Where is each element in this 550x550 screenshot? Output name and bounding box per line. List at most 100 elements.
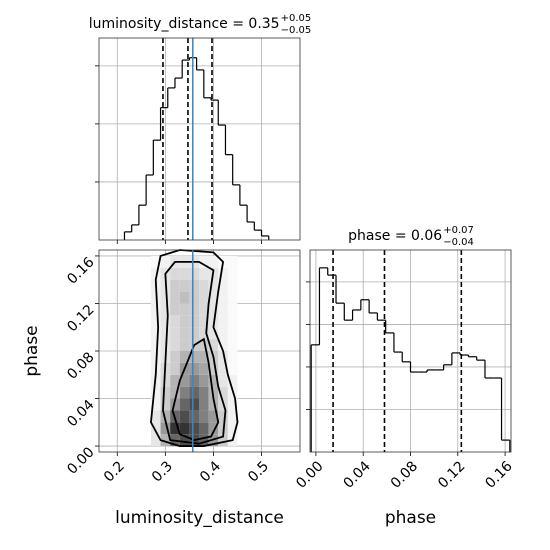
density-cell (170, 398, 180, 411)
density-cell (179, 339, 190, 351)
density-cell (218, 291, 228, 304)
density-cell (170, 315, 180, 328)
density-cell (160, 327, 171, 340)
density-cell (208, 291, 219, 304)
density-cell (227, 255, 238, 268)
panel-frame (309, 249, 512, 453)
density-cell (179, 267, 190, 280)
x-tick-label: 0.16 (482, 458, 515, 491)
density-cell (150, 255, 161, 268)
density-cell (218, 279, 228, 292)
density-cell (199, 303, 209, 316)
density-cell (179, 398, 190, 411)
density-cell (150, 327, 161, 340)
density-cell (150, 351, 161, 363)
density-cell (170, 267, 180, 280)
density-cell (170, 327, 180, 340)
density-cell (208, 255, 219, 268)
y-axis-label: phase (22, 325, 42, 376)
density-cell (170, 279, 180, 292)
density-cell (179, 303, 190, 316)
density-cell (227, 339, 238, 351)
density-cell (218, 362, 228, 375)
density-cell (199, 362, 209, 375)
density-cell (179, 351, 190, 363)
density-cell (160, 422, 171, 435)
density-cell (208, 374, 219, 387)
density-cell (150, 339, 161, 351)
density-cell (179, 422, 190, 435)
density-cell (170, 386, 180, 399)
density-cell (218, 386, 228, 399)
density-cell (160, 303, 171, 316)
density-cell (189, 374, 200, 387)
density-cell (227, 327, 238, 340)
density-cell (227, 351, 238, 363)
density-cell (218, 267, 228, 280)
density-cell (189, 386, 200, 399)
density-cell (208, 362, 219, 375)
density-cell (199, 267, 209, 280)
y-tick-label: 0.04 (64, 397, 97, 430)
density-cell (179, 315, 190, 328)
density-cell (199, 434, 209, 447)
density-cell (218, 315, 228, 328)
density-cell (189, 351, 200, 363)
x-tick-label: 0.00 (293, 458, 326, 491)
density-cell (179, 410, 190, 423)
density-cell (218, 327, 228, 340)
y-tick-label: 0.08 (64, 349, 97, 382)
density-cell (170, 351, 180, 363)
density-cell (170, 422, 180, 435)
density-cell (199, 255, 209, 268)
density-cell (218, 434, 228, 447)
density-cell (199, 422, 209, 435)
density-cell (150, 410, 161, 423)
x-axis-label: luminosity_distance (115, 508, 284, 528)
contour (162, 260, 227, 445)
density-cell (150, 267, 161, 280)
title-upper: +0.07 (443, 225, 474, 236)
density-cell (189, 422, 200, 435)
density-cell (227, 362, 238, 375)
contour (150, 249, 239, 447)
density-cell (218, 374, 228, 387)
y-tick-label: 0.12 (64, 302, 97, 335)
density-cell (160, 398, 171, 411)
density-cell (170, 362, 180, 375)
density-cell (179, 291, 190, 304)
density-cell (150, 291, 161, 304)
density-cell (208, 303, 219, 316)
density-cell (170, 291, 180, 304)
x-tick-label: 0.4 (197, 458, 224, 485)
density-cell (227, 291, 238, 304)
density-cell (218, 410, 228, 423)
x-tick-label: 0.08 (388, 458, 421, 491)
density-cell (189, 291, 200, 304)
x-tick-label: 0.3 (149, 458, 176, 485)
x-tick-label: 0.12 (435, 458, 468, 491)
density-cell (227, 410, 238, 423)
density-cell (179, 279, 190, 292)
density-cell (170, 339, 180, 351)
density-cell (208, 398, 219, 411)
x-tick-label: 0.2 (101, 458, 128, 485)
density-cell (189, 267, 200, 280)
density-cell (150, 422, 161, 435)
density-cell (199, 291, 209, 304)
density-cell (160, 434, 171, 447)
density-cell (179, 434, 190, 447)
title-lower: −0.04 (443, 237, 474, 248)
density-cell (160, 339, 171, 351)
density-cell (208, 327, 219, 340)
density-cell (150, 315, 161, 328)
density-cell (150, 386, 161, 399)
density-cell (199, 339, 209, 351)
panel-title: luminosity_distance = 0.35 (89, 16, 280, 32)
density-cell (160, 410, 171, 423)
density-cell (208, 339, 219, 351)
density-cell (189, 410, 200, 423)
density-cell (227, 398, 238, 411)
density-cell (160, 255, 171, 268)
density-cell (208, 410, 219, 423)
